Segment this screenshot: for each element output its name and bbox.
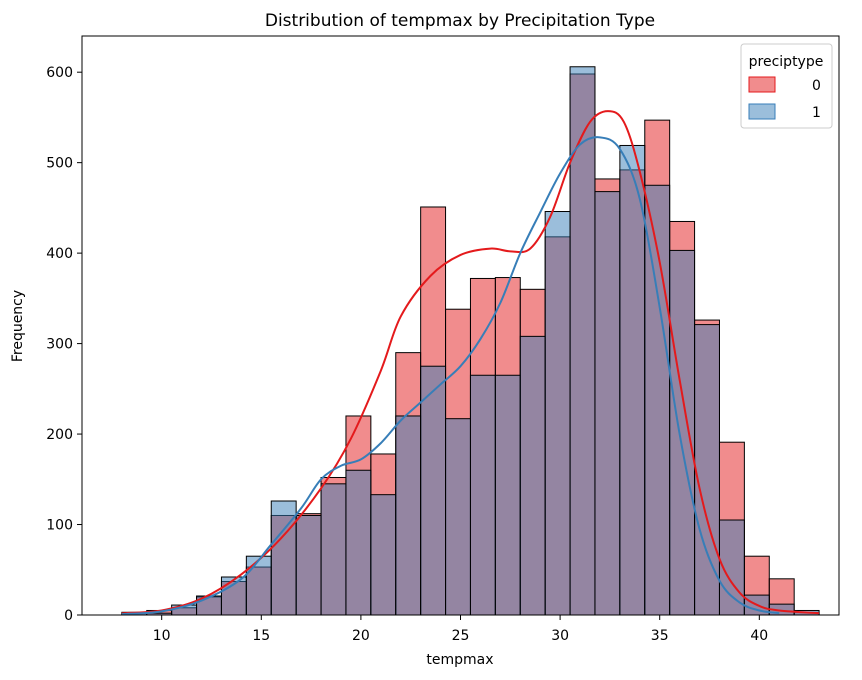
legend: preciptype 0 1 xyxy=(740,43,833,129)
x-tick-label: 25 xyxy=(452,628,470,644)
bar-series-1-bin-15 xyxy=(494,374,521,616)
y-tick-label: 400 xyxy=(46,246,73,262)
bar-series-1-bin-22 xyxy=(669,249,696,616)
kde-line-series-0 xyxy=(121,110,820,615)
bar-series-1-bin-12 xyxy=(420,365,447,616)
x-tick-label: 10 xyxy=(153,628,171,644)
bar-series-1-bin-23 xyxy=(694,324,720,616)
bar-series-1-bin-5 xyxy=(245,555,272,616)
x-tick-label: 15 xyxy=(252,628,270,644)
legend-title: preciptype xyxy=(749,54,824,70)
bar-series-1-bin-13 xyxy=(445,418,471,616)
legend-label-1: 1 xyxy=(812,105,821,121)
x-axis-label: tempmax xyxy=(426,652,493,668)
y-tick-label: 100 xyxy=(46,518,73,534)
x-tick-label: 30 xyxy=(551,628,569,644)
y-tick-label: 0 xyxy=(64,608,73,624)
chart-title: Distribution of tempmax by Precipitation… xyxy=(265,11,655,31)
legend-swatch-1 xyxy=(748,103,776,120)
kde-line-series-1 xyxy=(121,136,780,616)
bar-series-1-bin-17 xyxy=(544,211,571,616)
bar-series-1-bin-4 xyxy=(220,576,247,616)
y-axis-ticks: 0 100 200 300 400 500 600 xyxy=(46,65,82,624)
y-tick-label: 300 xyxy=(46,337,73,353)
bar-series-1-bin-18 xyxy=(569,66,596,616)
bar-series-1-bin-14 xyxy=(469,374,496,616)
x-tick-label: 40 xyxy=(750,628,768,644)
bar-series-1-bin-7 xyxy=(295,514,322,616)
y-tick-label: 600 xyxy=(46,65,73,81)
y-tick-label: 200 xyxy=(46,427,73,443)
bar-series-1-bin-19 xyxy=(594,191,621,616)
bar-series-1-bin-10 xyxy=(370,494,397,616)
bar-series-1-bin-11 xyxy=(395,415,422,616)
x-tick-label: 35 xyxy=(651,628,669,644)
bar-series-1-bin-8 xyxy=(320,483,347,616)
bar-series-1-bin-16 xyxy=(519,335,546,616)
x-axis-ticks: 10 15 20 25 30 35 40 xyxy=(153,615,768,644)
legend-label-0: 0 xyxy=(812,78,821,94)
kde-lines xyxy=(121,110,820,616)
bar-series-1-bin-20 xyxy=(619,144,646,616)
bar-series-1-bin-9 xyxy=(345,469,372,616)
y-axis-label: Frequency xyxy=(10,290,26,362)
y-tick-label: 500 xyxy=(46,156,73,172)
legend-swatch-0 xyxy=(748,76,776,93)
x-tick-label: 20 xyxy=(352,628,370,644)
